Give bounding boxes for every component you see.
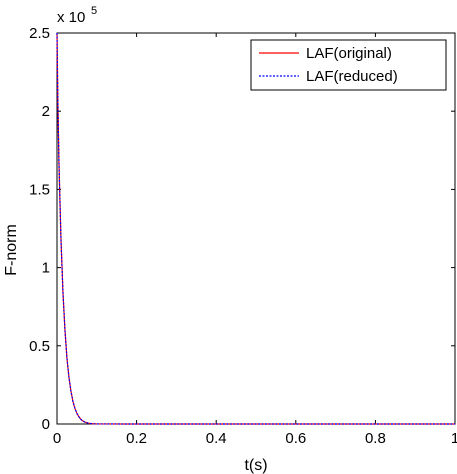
legend-label-laf-reduced: LAF(reduced) [306,68,398,85]
y-tick-label: 1 [42,260,50,277]
legend-box [250,39,447,91]
x-tick-label: 0.6 [285,430,306,447]
x-axis-label: t(s) [244,457,267,474]
series-layer [56,32,455,425]
y-multiplier-label: x 10 [57,9,85,26]
y-tick-label: 1.5 [29,181,50,198]
y-axis-label: F-norm [3,224,20,276]
y-tick-label: 0 [42,416,50,433]
y-tick-label: 2 [42,103,50,120]
x-tick-label: 0.2 [126,430,147,447]
x-tick-label: 0 [53,430,61,447]
y-tick-label: 0.5 [29,338,50,355]
y-axis-ticks: 0 0.5 1 1.5 2 2.5 [29,25,455,433]
legend: LAF(original) LAF(reduced) [250,39,447,91]
legend-label-laf-original: LAF(original) [306,45,392,62]
x-tick-label: 1 [451,430,457,447]
series-line-1 [56,32,455,425]
y-multiplier-exponent: 5 [91,5,97,17]
plot-area [56,32,456,425]
x-tick-label: 0.8 [365,430,386,447]
y-tick-label: 2.5 [29,25,50,42]
x-tick-label: 0.4 [206,430,227,447]
x-axis-ticks: 0 0.2 0.4 0.6 0.8 1 [53,33,457,447]
